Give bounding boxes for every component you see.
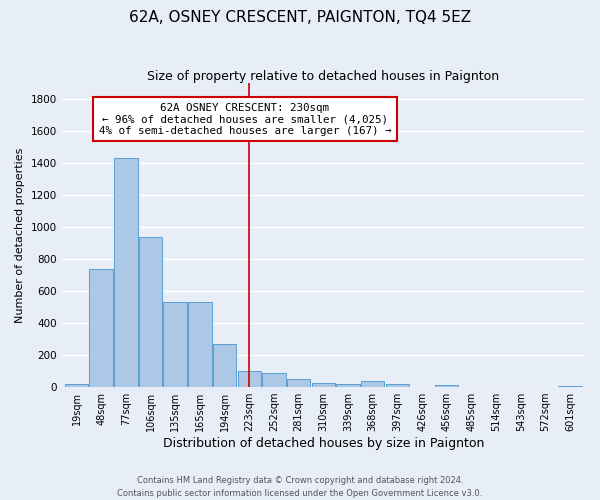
Title: Size of property relative to detached houses in Paignton: Size of property relative to detached ho…: [147, 70, 499, 83]
Bar: [89, 270, 113, 387]
Bar: [139, 236, 162, 387]
Text: 62A, OSNEY CRESCENT, PAIGNTON, TQ4 5EZ: 62A, OSNEY CRESCENT, PAIGNTON, TQ4 5EZ: [129, 10, 471, 25]
Bar: [65, 384, 88, 387]
Bar: [386, 384, 409, 387]
Bar: [287, 379, 310, 387]
Bar: [163, 302, 187, 387]
Bar: [311, 383, 335, 387]
Bar: [238, 371, 261, 387]
Bar: [114, 158, 137, 387]
Y-axis label: Number of detached properties: Number of detached properties: [15, 148, 25, 322]
Bar: [262, 372, 286, 387]
Bar: [336, 384, 360, 387]
Bar: [559, 386, 582, 387]
Bar: [188, 302, 212, 387]
Bar: [435, 386, 458, 387]
X-axis label: Distribution of detached houses by size in Paignton: Distribution of detached houses by size …: [163, 437, 484, 450]
Bar: [361, 382, 385, 387]
Text: Contains HM Land Registry data © Crown copyright and database right 2024.
Contai: Contains HM Land Registry data © Crown c…: [118, 476, 482, 498]
Text: 62A OSNEY CRESCENT: 230sqm
← 96% of detached houses are smaller (4,025)
4% of se: 62A OSNEY CRESCENT: 230sqm ← 96% of deta…: [98, 103, 391, 136]
Bar: [213, 344, 236, 387]
